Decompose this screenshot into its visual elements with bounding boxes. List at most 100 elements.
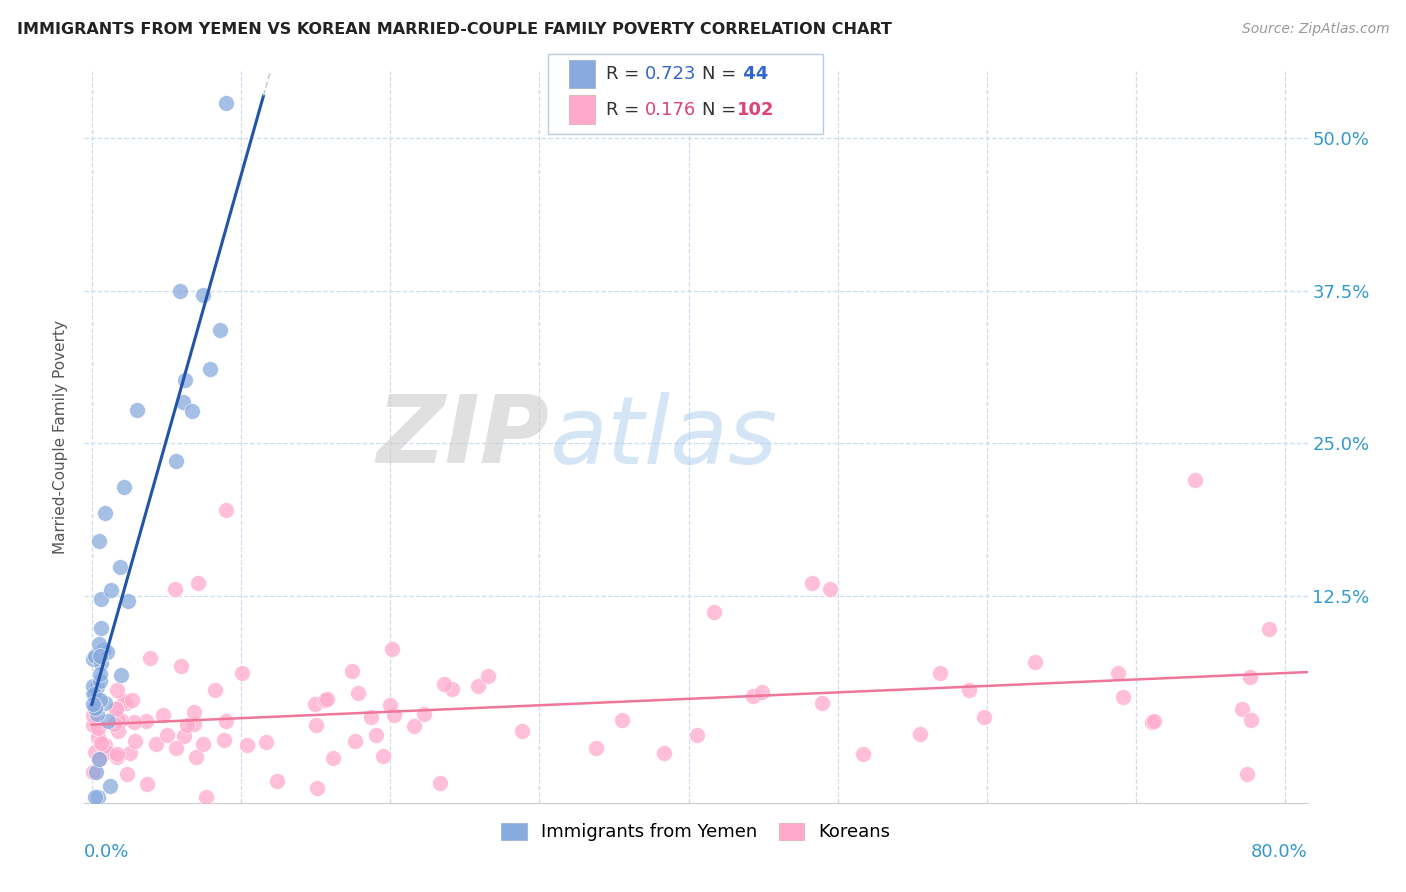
Point (94, 738, 117, 752)
Point (97, 714, 120, 728)
Point (110, 667, 132, 681)
Point (105, 702, 128, 716)
Point (98, 779, 121, 793)
Point (89, 667, 111, 681)
Point (818, 582, 841, 597)
Text: 80.0%: 80.0% (1251, 843, 1308, 861)
Point (204, 682, 226, 697)
Point (83, 746, 105, 760)
Point (165, 454, 187, 468)
Point (82, 686, 104, 700)
Point (127, 403, 149, 417)
Point (90, 621, 112, 635)
Point (94, 696, 117, 710)
Point (135, 714, 157, 729)
Point (173, 730, 195, 744)
Point (382, 708, 405, 723)
Text: IMMIGRANTS FROM YEMEN VS KOREAN MARRIED-COUPLE FAMILY POVERTY CORRELATION CHART: IMMIGRANTS FROM YEMEN VS KOREAN MARRIED-… (17, 22, 891, 37)
Point (90, 591, 112, 606)
Point (86, 789, 108, 804)
Point (105, 683, 128, 698)
Point (96, 645, 118, 659)
Point (124, 734, 146, 748)
Point (347, 686, 370, 700)
Point (90, 736, 112, 750)
Point (314, 692, 336, 706)
Text: 0.723: 0.723 (645, 65, 697, 83)
Point (89, 648, 111, 663)
Point (193, 737, 215, 751)
Point (84, 649, 107, 664)
Point (742, 689, 765, 703)
Point (703, 605, 725, 619)
Point (1236, 767, 1258, 781)
Text: 0.0%: 0.0% (84, 843, 129, 861)
Point (112, 480, 135, 494)
Point (1258, 622, 1281, 636)
Text: N =: N = (702, 101, 741, 119)
Text: N =: N = (702, 65, 741, 83)
Point (373, 748, 395, 763)
Point (152, 708, 174, 723)
Point (103, 716, 125, 731)
Point (1239, 670, 1261, 684)
Point (135, 777, 157, 791)
Point (105, 747, 128, 761)
Point (183, 705, 205, 719)
Point (477, 669, 499, 683)
Point (96, 745, 118, 759)
Point (381, 641, 404, 656)
Point (402, 718, 425, 732)
Point (173, 373, 195, 387)
Text: ZIP: ZIP (377, 391, 550, 483)
Point (139, 651, 162, 665)
Point (231, 666, 253, 681)
Point (105, 701, 128, 715)
Point (305, 781, 328, 796)
Point (364, 728, 387, 742)
Point (86, 700, 108, 714)
Point (117, 594, 139, 608)
Point (957, 682, 980, 697)
Point (83, 789, 105, 804)
Point (84, 700, 107, 714)
Point (929, 666, 952, 681)
Point (344, 734, 367, 748)
Point (87, 637, 110, 651)
Point (83, 701, 105, 715)
Point (686, 728, 709, 742)
Point (266, 773, 288, 788)
Point (195, 789, 218, 804)
Point (115, 767, 138, 781)
Point (84, 699, 107, 714)
Point (84, 764, 107, 779)
Point (115, 696, 138, 710)
Point (122, 714, 145, 729)
Point (811, 696, 834, 710)
Text: R =: R = (606, 101, 645, 119)
Point (176, 718, 198, 732)
Point (433, 677, 456, 691)
Point (852, 747, 875, 762)
Point (1140, 714, 1163, 729)
Point (908, 727, 931, 741)
Point (254, 735, 277, 749)
Point (380, 698, 402, 712)
Point (169, 284, 191, 298)
Point (191, 288, 214, 302)
Point (90, 657, 112, 671)
Point (214, 733, 236, 747)
Point (107, 723, 129, 738)
Point (86, 707, 108, 722)
Point (304, 698, 326, 712)
Point (510, 724, 533, 739)
Point (440, 681, 463, 696)
Text: atlas: atlas (550, 392, 778, 483)
Point (156, 728, 179, 742)
Point (413, 707, 436, 722)
Point (183, 716, 205, 731)
Point (1024, 656, 1046, 670)
Point (751, 685, 773, 699)
Text: Source: ZipAtlas.com: Source: ZipAtlas.com (1241, 22, 1389, 37)
Point (585, 740, 607, 755)
